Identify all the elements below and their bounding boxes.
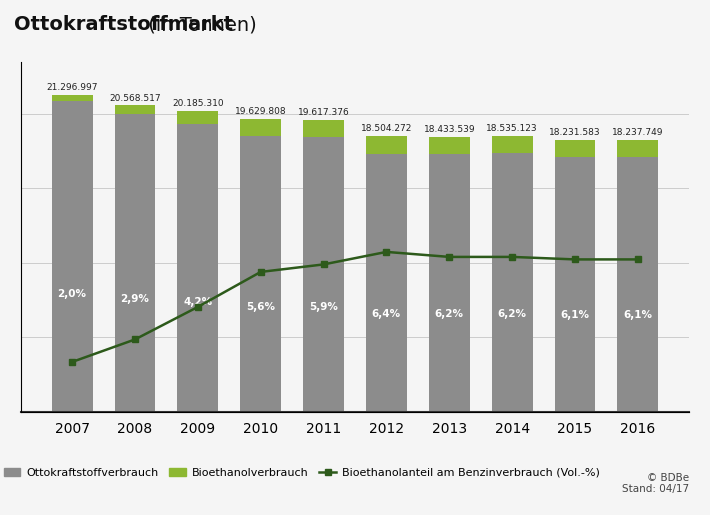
Bar [429,154,470,412]
Text: 18.433.539: 18.433.539 [423,125,475,134]
Legend: Ottokraftstoffverbrauch, Bioethanolverbrauch, Bioethanolanteil am Benzinverbrauc: Ottokraftstoffverbrauch, Bioethanolverbr… [0,463,604,482]
Text: 6,2%: 6,2% [435,309,464,319]
Text: 19.629.808: 19.629.808 [235,108,287,116]
Bar [492,153,532,412]
Bar [618,140,658,157]
Text: 5,9%: 5,9% [309,302,338,313]
Text: 18.504.272: 18.504.272 [361,124,412,133]
Text: 5,6%: 5,6% [246,302,275,312]
Bar [178,124,218,412]
Bar [114,106,155,114]
Text: 18.231.583: 18.231.583 [550,128,601,138]
Bar [52,101,92,412]
Bar [366,136,407,154]
Bar [303,119,344,137]
Bar [555,157,596,412]
Text: © BDBe
Stand: 04/17: © BDBe Stand: 04/17 [621,473,689,494]
Bar [618,157,658,412]
Bar [366,154,407,412]
Text: 6,2%: 6,2% [498,308,527,319]
Bar [240,119,281,136]
Text: 18.237.749: 18.237.749 [612,128,664,137]
Bar [303,137,344,412]
Bar [178,111,218,124]
Bar [492,136,532,153]
Bar [555,140,596,157]
Text: 2,0%: 2,0% [58,289,87,299]
Text: 2,9%: 2,9% [121,294,149,304]
Text: 20.185.310: 20.185.310 [172,99,224,108]
Text: 6,1%: 6,1% [623,310,652,320]
Text: 6,4%: 6,4% [372,309,401,319]
Text: 4,2%: 4,2% [183,298,212,307]
Text: 21.296.997: 21.296.997 [46,82,98,92]
Bar [429,138,470,154]
Bar [114,114,155,412]
Bar [52,95,92,101]
Bar [240,136,281,412]
Text: Ottokraftstoffmarkt: Ottokraftstoffmarkt [14,15,233,35]
Text: 19.617.376: 19.617.376 [297,108,349,117]
Text: 20.568.517: 20.568.517 [109,94,160,102]
Text: 6,1%: 6,1% [561,310,589,320]
Text: 18.535.123: 18.535.123 [486,124,538,133]
Text: (in Tonnen): (in Tonnen) [142,15,257,35]
